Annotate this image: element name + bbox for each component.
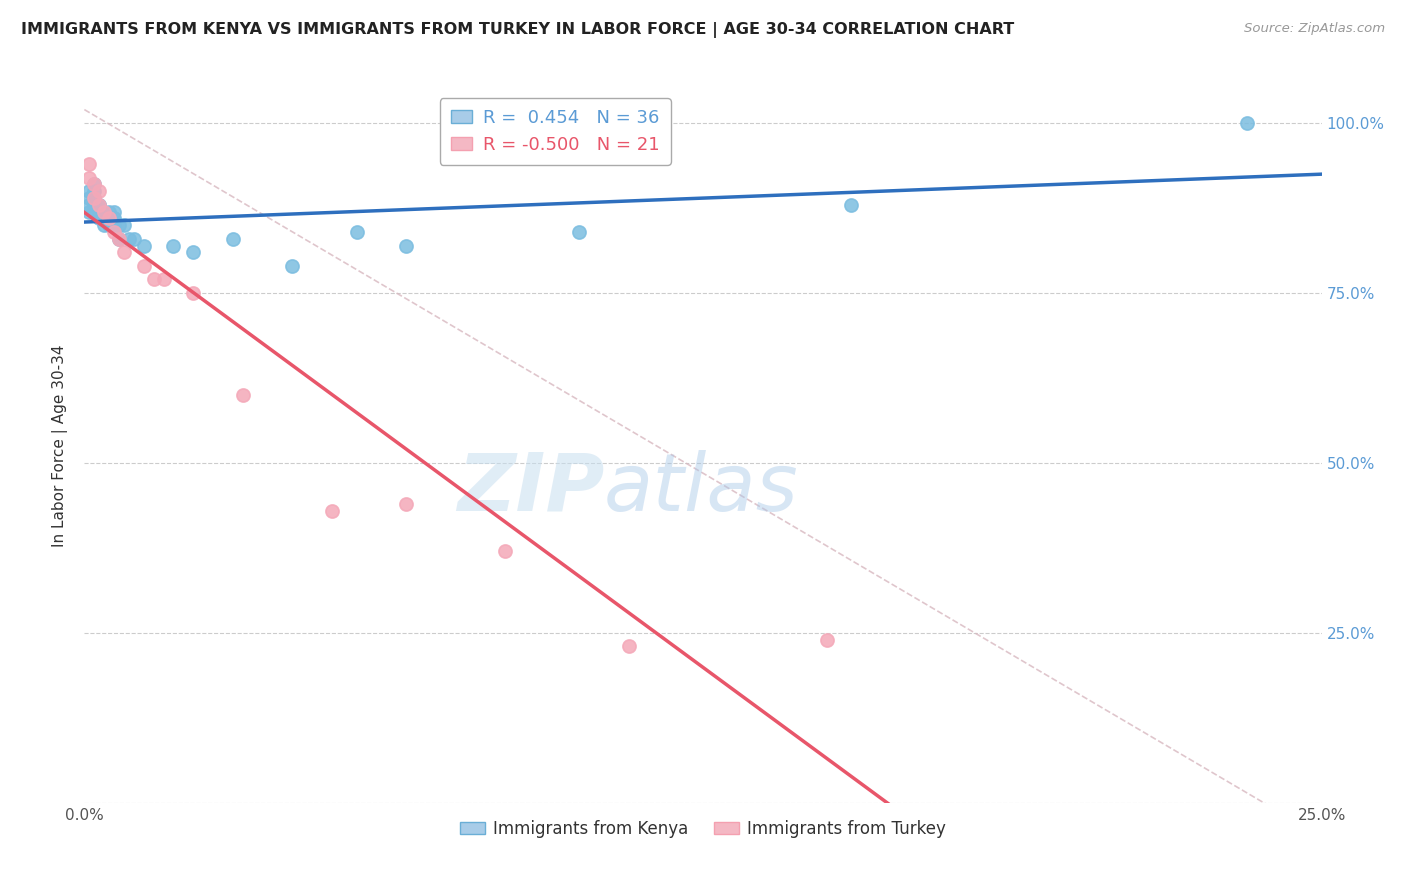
Point	[83, 204, 105, 219]
Point	[103, 225, 125, 239]
Point	[79, 184, 101, 198]
Point	[89, 204, 111, 219]
Text: atlas: atlas	[605, 450, 799, 528]
Point	[83, 191, 105, 205]
Point	[98, 218, 121, 232]
Point	[181, 245, 204, 260]
Point	[142, 272, 165, 286]
Point	[232, 388, 254, 402]
Point	[79, 170, 101, 185]
Point	[281, 259, 304, 273]
Point	[568, 225, 591, 239]
Point	[83, 178, 105, 192]
Point	[79, 198, 101, 212]
Point	[118, 232, 141, 246]
Point	[1236, 116, 1258, 130]
Point	[222, 232, 245, 246]
Point	[152, 272, 174, 286]
Point	[395, 238, 418, 252]
Text: Source: ZipAtlas.com: Source: ZipAtlas.com	[1244, 22, 1385, 36]
Text: ZIP: ZIP	[457, 450, 605, 528]
Point	[321, 503, 343, 517]
Point	[89, 198, 111, 212]
Point	[89, 198, 111, 212]
Point	[103, 218, 125, 232]
Point	[89, 198, 111, 212]
Legend: Immigrants from Kenya, Immigrants from Turkey: Immigrants from Kenya, Immigrants from T…	[454, 814, 952, 845]
Point	[93, 204, 115, 219]
Point	[93, 218, 115, 232]
Point	[89, 211, 111, 226]
Point	[162, 238, 184, 252]
Point	[98, 211, 121, 226]
Point	[103, 204, 125, 219]
Point	[132, 259, 155, 273]
Point	[395, 497, 418, 511]
Point	[122, 232, 145, 246]
Point	[79, 157, 101, 171]
Point	[79, 204, 101, 219]
Point	[83, 198, 105, 212]
Point	[346, 225, 368, 239]
Point	[89, 184, 111, 198]
Point	[112, 245, 135, 260]
Point	[108, 232, 131, 246]
Point	[79, 191, 101, 205]
Point	[98, 204, 121, 219]
Point	[617, 640, 640, 654]
Point	[815, 632, 838, 647]
Point	[181, 286, 204, 301]
Point	[841, 198, 863, 212]
Point	[494, 544, 516, 558]
Y-axis label: In Labor Force | Age 30-34: In Labor Force | Age 30-34	[52, 344, 69, 548]
Point	[108, 218, 131, 232]
Point	[83, 191, 105, 205]
Text: IMMIGRANTS FROM KENYA VS IMMIGRANTS FROM TURKEY IN LABOR FORCE | AGE 30-34 CORRE: IMMIGRANTS FROM KENYA VS IMMIGRANTS FROM…	[21, 22, 1014, 38]
Point	[83, 184, 105, 198]
Point	[83, 178, 105, 192]
Point	[112, 218, 135, 232]
Point	[93, 204, 115, 219]
Point	[98, 211, 121, 226]
Point	[132, 238, 155, 252]
Point	[108, 232, 131, 246]
Point	[103, 211, 125, 226]
